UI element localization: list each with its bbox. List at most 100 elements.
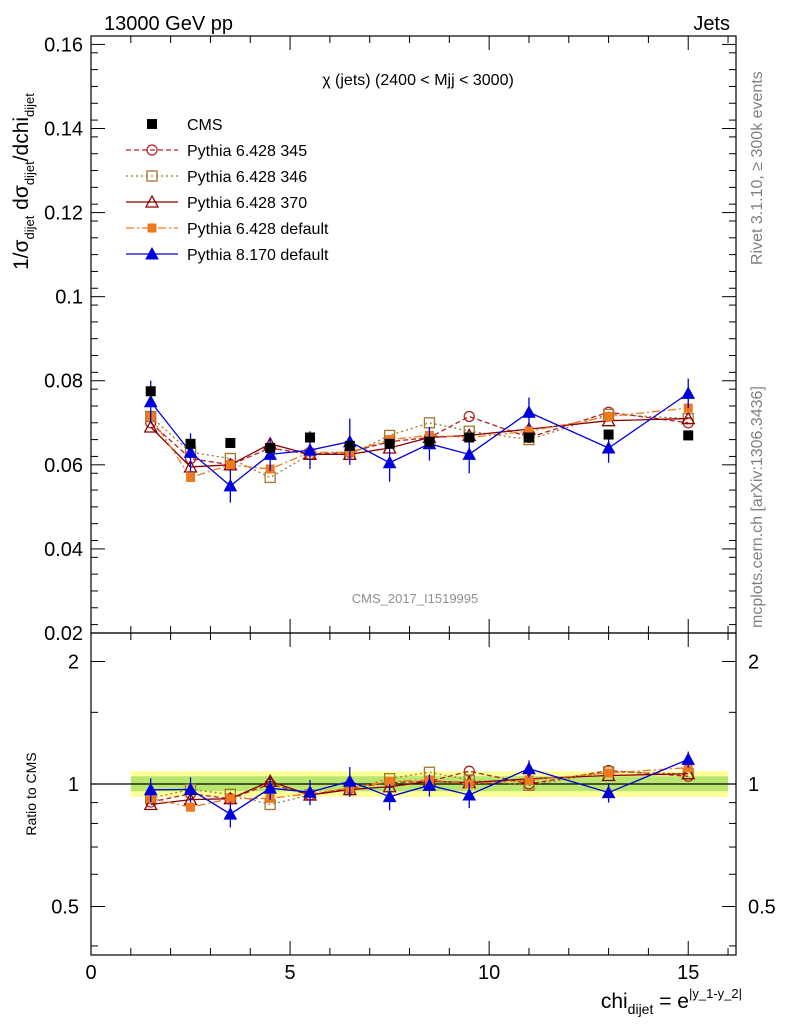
ratio-series-point — [681, 752, 696, 765]
main-panel: χ (jets) (2400 < Mjj < 3000) CMS_2017_I1… — [44, 34, 737, 645]
x-tick-label: 15 — [677, 962, 699, 984]
series-point — [463, 410, 475, 423]
main-y-tick-label: 0.14 — [44, 118, 83, 140]
main-y-axis-label: 1/σdijet dσdijet/dchidijet — [10, 93, 37, 270]
ratio-series-point — [681, 766, 696, 780]
analysis-watermark: CMS_2017_I1519995 — [352, 591, 479, 606]
ratio-series-point — [522, 761, 536, 775]
main-y-tick-label: 0.1 — [55, 287, 83, 309]
x-tick-label: 0 — [85, 962, 96, 984]
main-y-tick-label: 0.02 — [44, 623, 83, 645]
ylabel-sub-3: dijet — [22, 93, 37, 117]
ratio-y-tick-label: 0.5 — [51, 896, 79, 918]
rivet-version-label: Rivet 3.1.10, ≥ 300k events — [749, 71, 766, 265]
main-y-tick-label: 0.16 — [44, 34, 83, 56]
ratio-series-point — [223, 807, 238, 820]
cms-data-point — [683, 430, 694, 441]
main-y-axis: 0.02 0.04 0.06 0.08 0.1 0.12 0.14 0.16 — [44, 34, 736, 645]
xlabel-main: chi — [601, 990, 628, 1013]
series-point — [143, 394, 158, 408]
mcplots-label: mcplots.cern.ch [arXiv:1306.3436] — [749, 386, 766, 628]
legend-label: Pythia 6.428 370 — [187, 195, 307, 212]
ratio-series-point — [303, 785, 317, 798]
ylabel-part-1: 1/σ — [10, 239, 33, 270]
series-point — [186, 472, 196, 482]
x-tick-label: 10 — [478, 962, 500, 984]
series-point — [681, 386, 696, 399]
series-point — [264, 471, 276, 484]
legend-marker — [147, 119, 157, 129]
series-point — [263, 447, 278, 460]
ylabel-sub-1: dijet — [22, 215, 37, 239]
cms-data-point — [523, 432, 534, 443]
main-y-tick-label: 0.08 — [44, 371, 83, 393]
main-series-group — [143, 378, 696, 503]
ratio-series-point — [143, 797, 158, 811]
legend-label: Pythia 6.428 345 — [187, 143, 307, 160]
legend-marker — [146, 144, 158, 156]
series-point — [601, 440, 616, 454]
category-label: Jets — [693, 13, 730, 35]
xlabel-eq: = e — [653, 990, 689, 1013]
series-point — [681, 411, 696, 425]
cms-data-point — [225, 437, 236, 448]
cms-data-point — [603, 429, 614, 440]
series-point — [462, 447, 477, 460]
legend-marker — [145, 246, 159, 260]
series-line-2 — [150, 417, 689, 468]
ratio-series-point — [225, 794, 235, 804]
ratio-series-group — [143, 751, 696, 828]
ratio-series-point — [186, 802, 196, 812]
ratio-series-point — [604, 768, 614, 778]
cms-data-point — [304, 432, 315, 443]
series-line-4 — [150, 392, 689, 487]
ratio-series-point — [143, 782, 158, 796]
ratio-series-point — [462, 787, 477, 801]
series-point — [183, 459, 198, 473]
series-point — [143, 419, 158, 433]
series-point — [303, 443, 317, 456]
cms-data-point — [185, 438, 196, 449]
xlabel-sup: |y_1-y_2| — [689, 986, 742, 1001]
ratio-series-line-0 — [150, 769, 689, 803]
series-point — [522, 405, 536, 418]
ratio-series-point — [342, 774, 357, 787]
legend-marker — [146, 170, 158, 182]
ratio-y-tick-label-right: 0.5 — [748, 896, 776, 918]
ratio-series-point — [601, 785, 616, 799]
series-point — [183, 445, 198, 458]
x-tick-label: 5 — [285, 962, 296, 984]
ratio-series-point — [382, 789, 397, 803]
legend-marker — [147, 223, 157, 233]
ratio-series-line-3 — [150, 766, 689, 808]
ratio-series-point — [183, 782, 198, 796]
series-point — [423, 417, 436, 429]
legend-label: Pythia 6.428 default — [187, 221, 329, 238]
main-x-axis-ticks — [90, 36, 729, 633]
energy-label: 13000 GeV pp — [104, 13, 233, 35]
ratio-series-point — [422, 778, 437, 791]
ratio-series-point — [263, 781, 278, 794]
ratio-frame — [90, 632, 737, 956]
plot-title: χ (jets) (2400 < Mjj < 3000) — [322, 72, 514, 89]
series-line-3 — [150, 407, 689, 479]
cms-data-point — [464, 432, 475, 443]
ratio-series-line-4 — [150, 758, 689, 815]
legend: CMS Pythia 6.428 345 Pythia 6.428 346 Pythi… — [126, 117, 329, 264]
x-axis-label: chidijet = e|y_1-y_2| — [601, 986, 742, 1017]
cms-data-point — [265, 443, 276, 454]
cms-data-point — [145, 386, 156, 397]
legend-label: Pythia 8.170 default — [187, 247, 329, 264]
main-y-tick-label: 0.12 — [44, 203, 83, 225]
series-line-1 — [150, 413, 689, 479]
legend-marker — [144, 194, 160, 208]
series-point — [225, 460, 235, 470]
cms-data-point — [344, 440, 355, 451]
legend-label: Pythia 6.428 346 — [187, 169, 307, 186]
ratio-y-tick-label-right: 1 — [748, 774, 759, 796]
series-point — [382, 455, 397, 469]
ylabel-part-2: dσ — [10, 185, 33, 216]
series-line-0 — [150, 411, 689, 466]
ratio-y-tick-label: 1 — [68, 774, 79, 796]
